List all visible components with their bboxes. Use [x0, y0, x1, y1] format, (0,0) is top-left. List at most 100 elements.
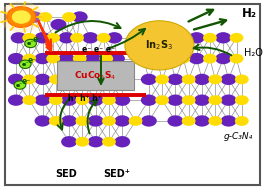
- Circle shape: [49, 74, 63, 84]
- Circle shape: [114, 94, 130, 106]
- Circle shape: [176, 54, 190, 64]
- Circle shape: [182, 74, 196, 84]
- Circle shape: [136, 32, 151, 43]
- FancyBboxPatch shape: [57, 61, 134, 90]
- Circle shape: [215, 32, 231, 43]
- Circle shape: [114, 74, 130, 85]
- Circle shape: [194, 115, 210, 127]
- Circle shape: [58, 53, 75, 64]
- Text: H₂: H₂: [242, 7, 257, 20]
- Text: e⁻ e⁻ e⁻: e⁻ e⁻ e⁻: [82, 45, 115, 54]
- Circle shape: [35, 94, 50, 106]
- Circle shape: [27, 11, 43, 23]
- Circle shape: [141, 115, 157, 127]
- Text: e⁻: e⁻: [22, 77, 31, 86]
- Circle shape: [38, 12, 52, 22]
- Circle shape: [70, 33, 84, 43]
- Circle shape: [176, 33, 190, 43]
- Circle shape: [61, 94, 77, 106]
- Circle shape: [46, 33, 60, 43]
- Circle shape: [73, 54, 87, 64]
- Circle shape: [194, 74, 210, 85]
- Circle shape: [235, 116, 249, 126]
- Circle shape: [50, 19, 66, 30]
- Circle shape: [162, 53, 178, 64]
- Circle shape: [221, 94, 236, 106]
- Text: e⁻: e⁻: [21, 62, 29, 67]
- Circle shape: [150, 54, 164, 64]
- Circle shape: [215, 53, 231, 64]
- Circle shape: [102, 74, 116, 84]
- Circle shape: [35, 74, 50, 85]
- Circle shape: [49, 116, 63, 126]
- Circle shape: [189, 32, 205, 43]
- Circle shape: [155, 95, 169, 105]
- Text: h⁺ h⁺ h⁺: h⁺ h⁺ h⁺: [68, 94, 102, 103]
- Circle shape: [0, 1, 43, 33]
- Circle shape: [76, 116, 89, 126]
- Circle shape: [35, 32, 50, 43]
- Circle shape: [109, 53, 125, 64]
- Circle shape: [35, 53, 50, 64]
- Circle shape: [14, 81, 26, 89]
- Circle shape: [102, 95, 116, 105]
- Circle shape: [168, 74, 183, 85]
- Circle shape: [114, 136, 130, 147]
- Circle shape: [22, 95, 36, 105]
- Circle shape: [88, 94, 104, 106]
- Circle shape: [221, 115, 236, 127]
- Circle shape: [168, 115, 183, 127]
- Circle shape: [235, 74, 249, 84]
- Circle shape: [182, 95, 196, 105]
- Text: g-C₃N₄: g-C₃N₄: [223, 132, 252, 141]
- Circle shape: [162, 32, 178, 43]
- Circle shape: [7, 7, 36, 27]
- Circle shape: [102, 116, 116, 126]
- Circle shape: [22, 74, 36, 84]
- Circle shape: [230, 33, 243, 43]
- Circle shape: [203, 54, 217, 64]
- Circle shape: [141, 74, 157, 85]
- Circle shape: [168, 94, 183, 106]
- Circle shape: [22, 54, 36, 64]
- Circle shape: [88, 115, 104, 127]
- Circle shape: [8, 94, 24, 106]
- Circle shape: [221, 74, 236, 85]
- Circle shape: [8, 74, 24, 85]
- Circle shape: [8, 53, 24, 64]
- Circle shape: [106, 32, 122, 43]
- Circle shape: [155, 74, 169, 84]
- Circle shape: [76, 74, 89, 84]
- Circle shape: [182, 116, 196, 126]
- Circle shape: [35, 115, 50, 127]
- Text: In$_2$S$_3$: In$_2$S$_3$: [145, 38, 174, 52]
- Circle shape: [49, 95, 63, 105]
- Circle shape: [58, 32, 75, 43]
- Circle shape: [208, 116, 222, 126]
- Circle shape: [102, 137, 116, 147]
- Circle shape: [62, 12, 76, 22]
- Text: e⁻: e⁻: [16, 83, 24, 88]
- Text: e⁻: e⁻: [33, 35, 42, 44]
- Text: SED⁺: SED⁺: [103, 169, 131, 179]
- Circle shape: [189, 53, 205, 64]
- Circle shape: [136, 53, 151, 64]
- Circle shape: [194, 94, 210, 106]
- Circle shape: [129, 116, 142, 126]
- Circle shape: [235, 95, 249, 105]
- Circle shape: [88, 74, 104, 85]
- Text: e⁻: e⁻: [27, 56, 36, 65]
- Circle shape: [208, 95, 222, 105]
- Circle shape: [11, 32, 27, 43]
- Circle shape: [125, 21, 194, 70]
- Circle shape: [97, 33, 110, 43]
- Text: SED: SED: [55, 169, 77, 179]
- Circle shape: [150, 33, 164, 43]
- Circle shape: [19, 60, 31, 68]
- Circle shape: [46, 54, 60, 64]
- Circle shape: [99, 54, 113, 64]
- Text: e⁻: e⁻: [27, 41, 34, 46]
- Circle shape: [61, 115, 77, 127]
- Circle shape: [22, 33, 36, 43]
- Circle shape: [114, 115, 130, 127]
